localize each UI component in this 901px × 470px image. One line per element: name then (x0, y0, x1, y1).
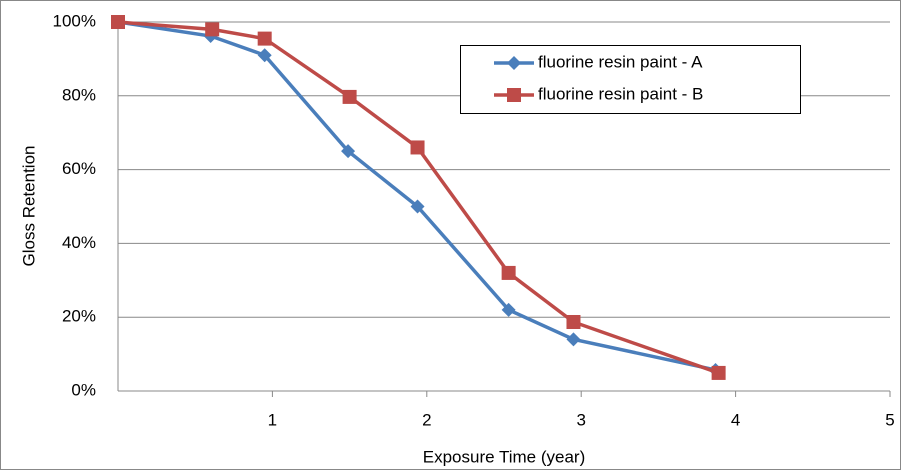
x-tick-label: 2 (422, 410, 431, 429)
data-point (257, 31, 272, 46)
data-point (342, 89, 357, 104)
x-tick-label: 5 (885, 410, 894, 429)
data-point (257, 48, 272, 63)
data-point (566, 314, 581, 329)
y-tick-label: 20% (62, 307, 96, 326)
x-axis-label: Exposure Time (year) (423, 447, 586, 466)
y-tick-label: 80% (62, 85, 96, 104)
legend-marker (507, 88, 521, 102)
legend (460, 45, 801, 114)
series-line (117, 20, 720, 375)
data-point (711, 365, 726, 380)
data-point (410, 140, 425, 155)
y-axis-label: Gloss Retention (19, 146, 38, 267)
legend-label: fluorine resin paint - B (538, 84, 703, 103)
data-point (501, 302, 516, 317)
data-point (410, 199, 425, 214)
data-point (205, 22, 220, 37)
legend-marker (507, 56, 521, 70)
y-tick-label: 60% (62, 159, 96, 178)
y-tick-label: 0% (71, 380, 96, 399)
y-tick-label: 40% (62, 233, 96, 252)
x-tick-label: 1 (268, 410, 277, 429)
series-line (117, 20, 716, 372)
x-tick-label: 3 (576, 410, 585, 429)
data-point (566, 332, 581, 347)
data-point (341, 144, 356, 159)
data-point (111, 15, 125, 29)
legend-label: fluorine resin paint - A (538, 52, 703, 71)
y-tick-label: 100% (53, 11, 96, 30)
data-point (501, 265, 516, 280)
x-tick-label: 4 (731, 410, 740, 429)
